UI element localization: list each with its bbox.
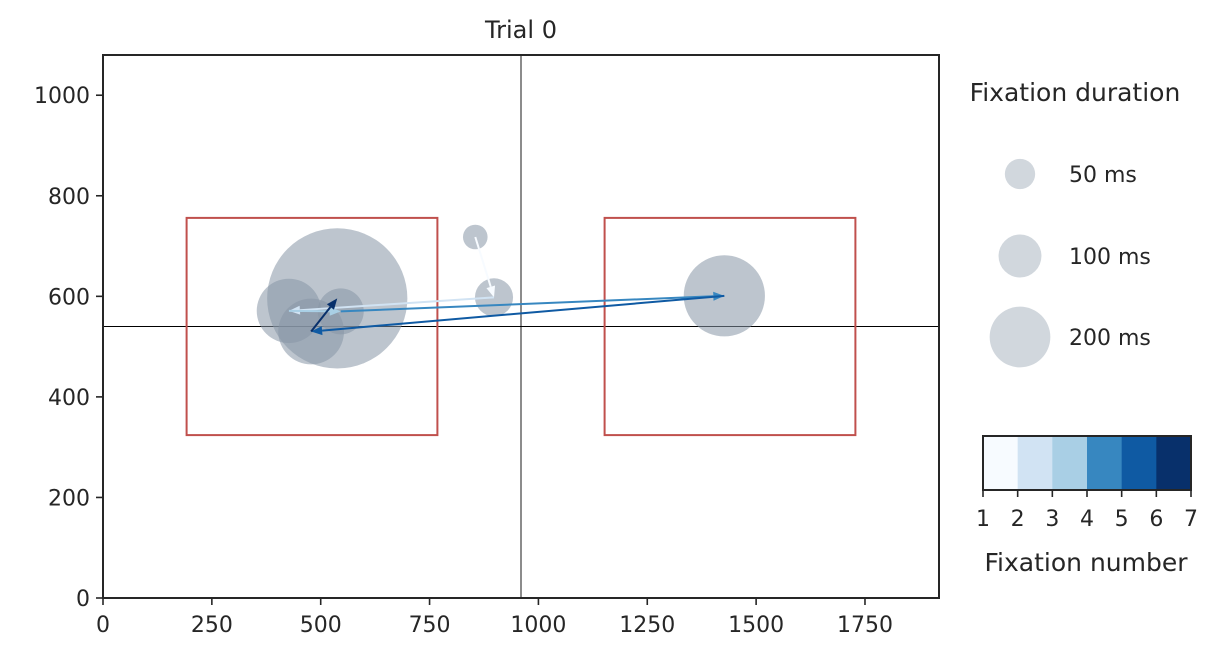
saccade-1 [474,236,496,298]
x-tick-label-0: 0 [96,613,110,638]
x-tick-label-250: 250 [191,613,233,638]
plot-frame [102,54,940,599]
plot-content [103,55,939,598]
saccade-line-5 [322,294,725,332]
saccade-head-3 [329,306,341,316]
fixation-7 [267,228,408,369]
region-box-1 [185,216,439,437]
colorbar-segment-2 [1017,436,1053,490]
x-tick-label-1250: 1250 [619,613,675,638]
y-tick-label-800: 800 [48,185,90,210]
size-legend-label-3: 200 ms [1069,326,1151,351]
colorbar-segment-4 [1087,436,1123,490]
y-tick-label-200: 200 [48,486,90,511]
size-legend-title: Fixation duration [970,78,1181,107]
saccade-6 [310,298,338,333]
colorbar-segment-6 [1156,436,1192,490]
fixation-2 [474,278,514,317]
colorbar-tick-label-5: 5 [1115,507,1129,532]
colorbar-segment-1 [983,436,1019,490]
colorbar-label: Fixation number [984,548,1188,577]
plot-area: 0 250 500 750 1000 1250 1500 1750 0 200 400 600 800 1… [34,54,940,638]
saccade-head-6 [326,298,338,310]
x-tick-label-1750: 1750 [837,613,893,638]
saccade-head-1 [486,285,496,298]
size-legend-marker-3 [989,306,1051,368]
x-tick-label-1000: 1000 [510,613,566,638]
x-tick-label-1500: 1500 [728,613,784,638]
chart-title: Trial 0 [484,16,557,44]
colorbar-tick-label-2: 2 [1011,507,1025,532]
x-tick-label-750: 750 [409,613,451,638]
saccade-5 [311,294,725,336]
size-legend-label-1: 50 ms [1069,163,1137,188]
region-box-2 [603,216,857,437]
colorbar-segment-5 [1121,436,1157,490]
size-legend-label-2: 100 ms [1069,245,1151,270]
colorbar-tick-label-3: 3 [1045,507,1059,532]
y-tick-label-1000: 1000 [34,84,90,109]
saccade-line-4 [340,295,714,313]
colorbar-tick-label-1: 1 [976,507,990,532]
saccade-head-5 [311,326,323,336]
colorbar-tick-label-4: 4 [1080,507,1094,532]
size-legend: 50 ms 100 ms 200 ms [989,158,1151,368]
y-tick-label-0: 0 [76,587,90,612]
colorbar-segment-3 [1052,436,1088,490]
x-tick-label-500: 500 [300,613,342,638]
saccade-line-1 [474,236,492,288]
saccade-line-6 [310,306,332,333]
colorbar-tick-label-6: 6 [1149,507,1163,532]
size-legend-marker-2 [998,234,1042,278]
size-legend-marker-1 [1004,158,1036,190]
y-tick-label-400: 400 [48,386,90,411]
saccade-3 [288,306,341,316]
colorbar-tick-label-7: 7 [1184,507,1198,532]
y-tick-label-600: 600 [48,285,90,310]
